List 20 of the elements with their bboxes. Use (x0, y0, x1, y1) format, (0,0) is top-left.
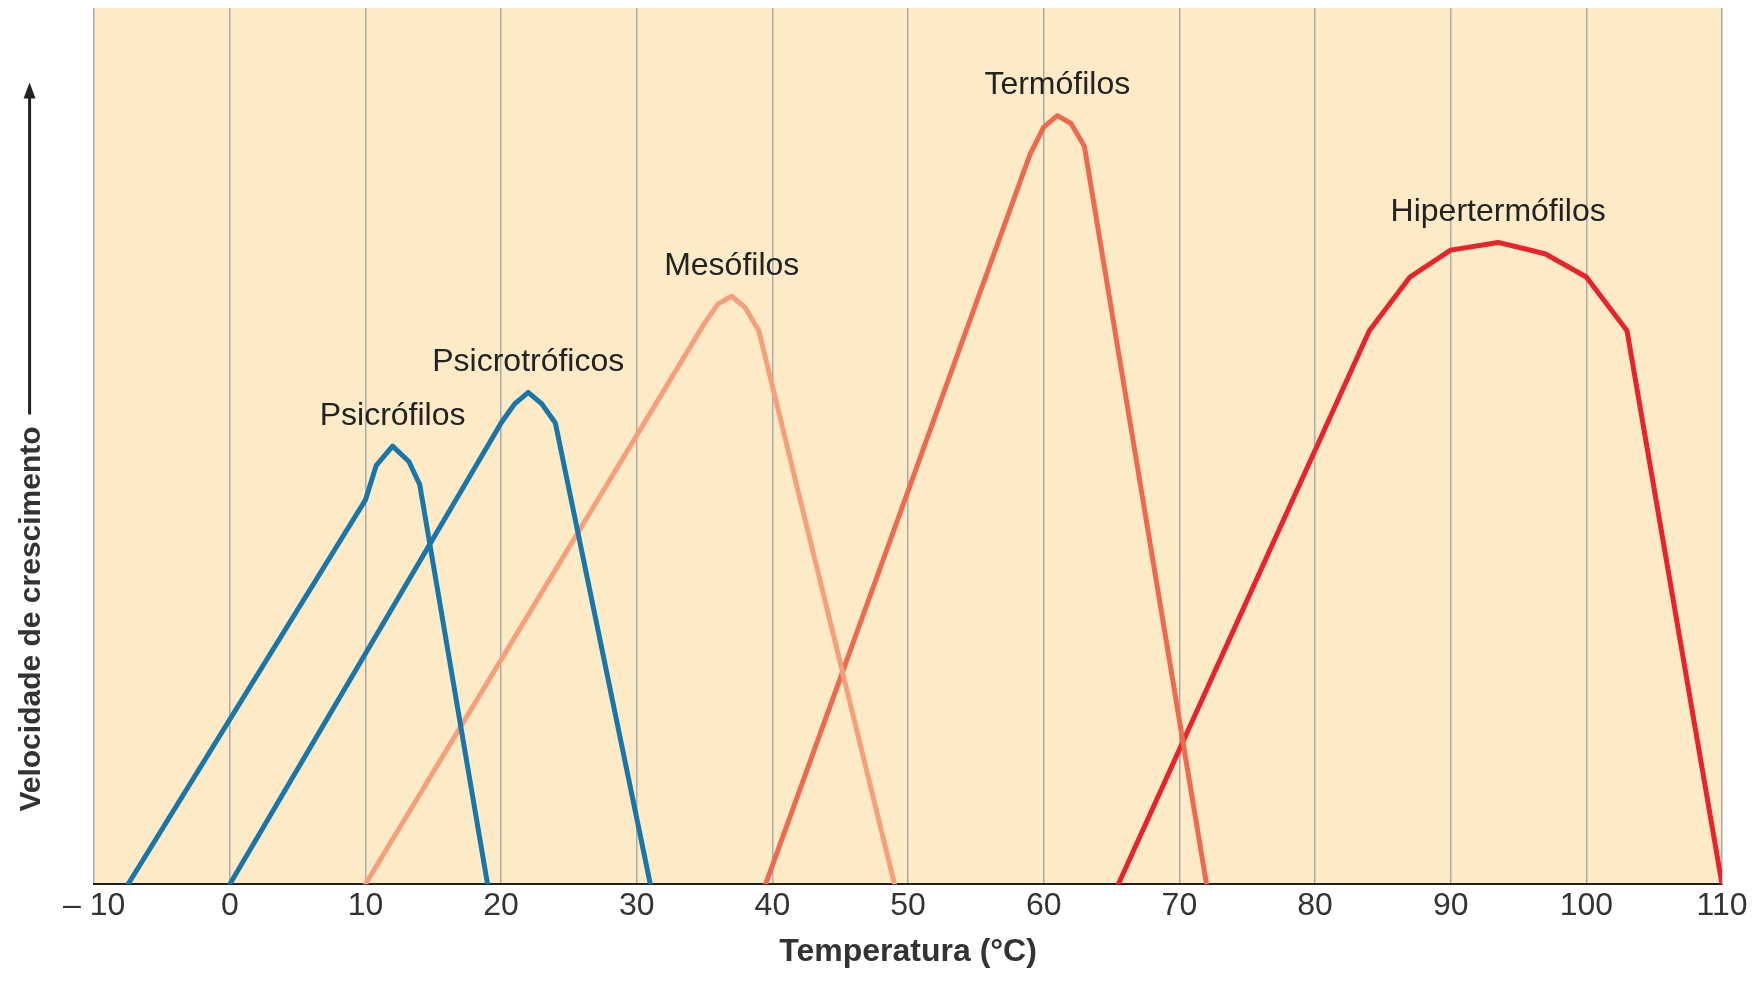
x-tick-label: 20 (483, 886, 519, 923)
series-label: Termófilos (984, 65, 1131, 102)
x-tick-label: 60 (1025, 886, 1062, 923)
x-tick-label: 40 (754, 886, 791, 923)
series-label: Psicrotróficos (432, 342, 625, 379)
x-tick-label: 80 (1297, 886, 1333, 923)
x-tick-label: 50 (890, 886, 926, 923)
x-tick-label: 110 (1696, 886, 1748, 923)
x-tick-label: 90 (1432, 886, 1469, 923)
y-axis-title: Velocidade de crescimento (13, 426, 47, 812)
series-label: Mesófilos (664, 246, 800, 283)
x-tick-label: 0 (220, 886, 239, 923)
series-label: Hipertermófilos (1390, 192, 1606, 229)
x-tick-label: 30 (618, 886, 655, 923)
series-label: Psicrófilos (319, 395, 466, 432)
x-tick-label: – 10 (63, 886, 126, 923)
x-tick-label: 70 (1161, 886, 1198, 923)
x-tick-label: 100 (1559, 886, 1614, 923)
x-axis-title: Temperatura (°C) (779, 931, 1037, 968)
x-tick-label: 10 (347, 886, 384, 923)
